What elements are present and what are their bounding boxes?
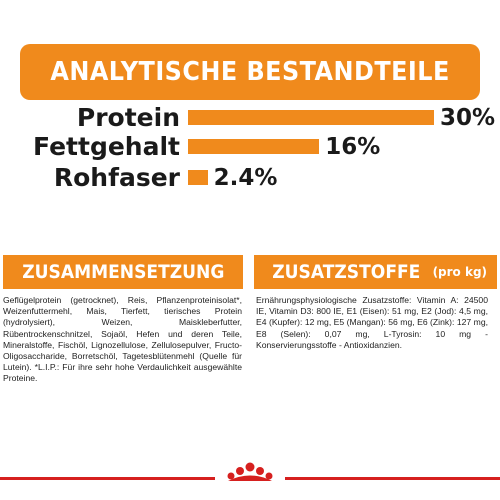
additives-suffix: (pro kg) — [432, 265, 488, 279]
analysis-label: Protein — [76, 103, 180, 132]
analysis-value-rohfaser: 2.4% — [213, 165, 278, 191]
additives-header: ZUSATZSTOFFE (pro kg) — [254, 255, 497, 289]
section-banner: ANALYTISCHE BESTANDTEILE — [20, 44, 480, 100]
brand-logo — [215, 458, 285, 484]
additives-title: ZUSATZSTOFFE — [272, 261, 421, 283]
analysis-label: Fettgehalt — [33, 132, 180, 161]
analysis-bar-rohfaser — [188, 170, 208, 185]
additives-text: Ernährungsphysiologische Zusatzstoffe: V… — [256, 295, 488, 350]
analysis-row-fettgehalt: Fettgehalt — [0, 133, 180, 161]
analysis-bar-protein — [188, 110, 434, 125]
analysis-label: Rohfaser — [53, 163, 180, 192]
composition-header: ZUSAMMENSETZUNG — [3, 255, 243, 289]
composition-title: ZUSAMMENSETZUNG — [21, 261, 225, 283]
analysis-row-rohfaser: Rohfaser — [0, 164, 180, 192]
analysis-row-protein: Protein — [0, 104, 180, 132]
royal-canin-crown-icon — [227, 462, 273, 481]
analysis-bar-fettgehalt — [188, 139, 320, 154]
composition-text: Geflügelprotein (getrocknet), Reis, Pfla… — [3, 295, 242, 384]
analysis-value-fettgehalt: 16% — [325, 134, 381, 160]
banner-title: ANALYTISCHE BESTANDTEILE — [50, 57, 450, 87]
analysis-value-protein: 30% — [440, 105, 496, 131]
